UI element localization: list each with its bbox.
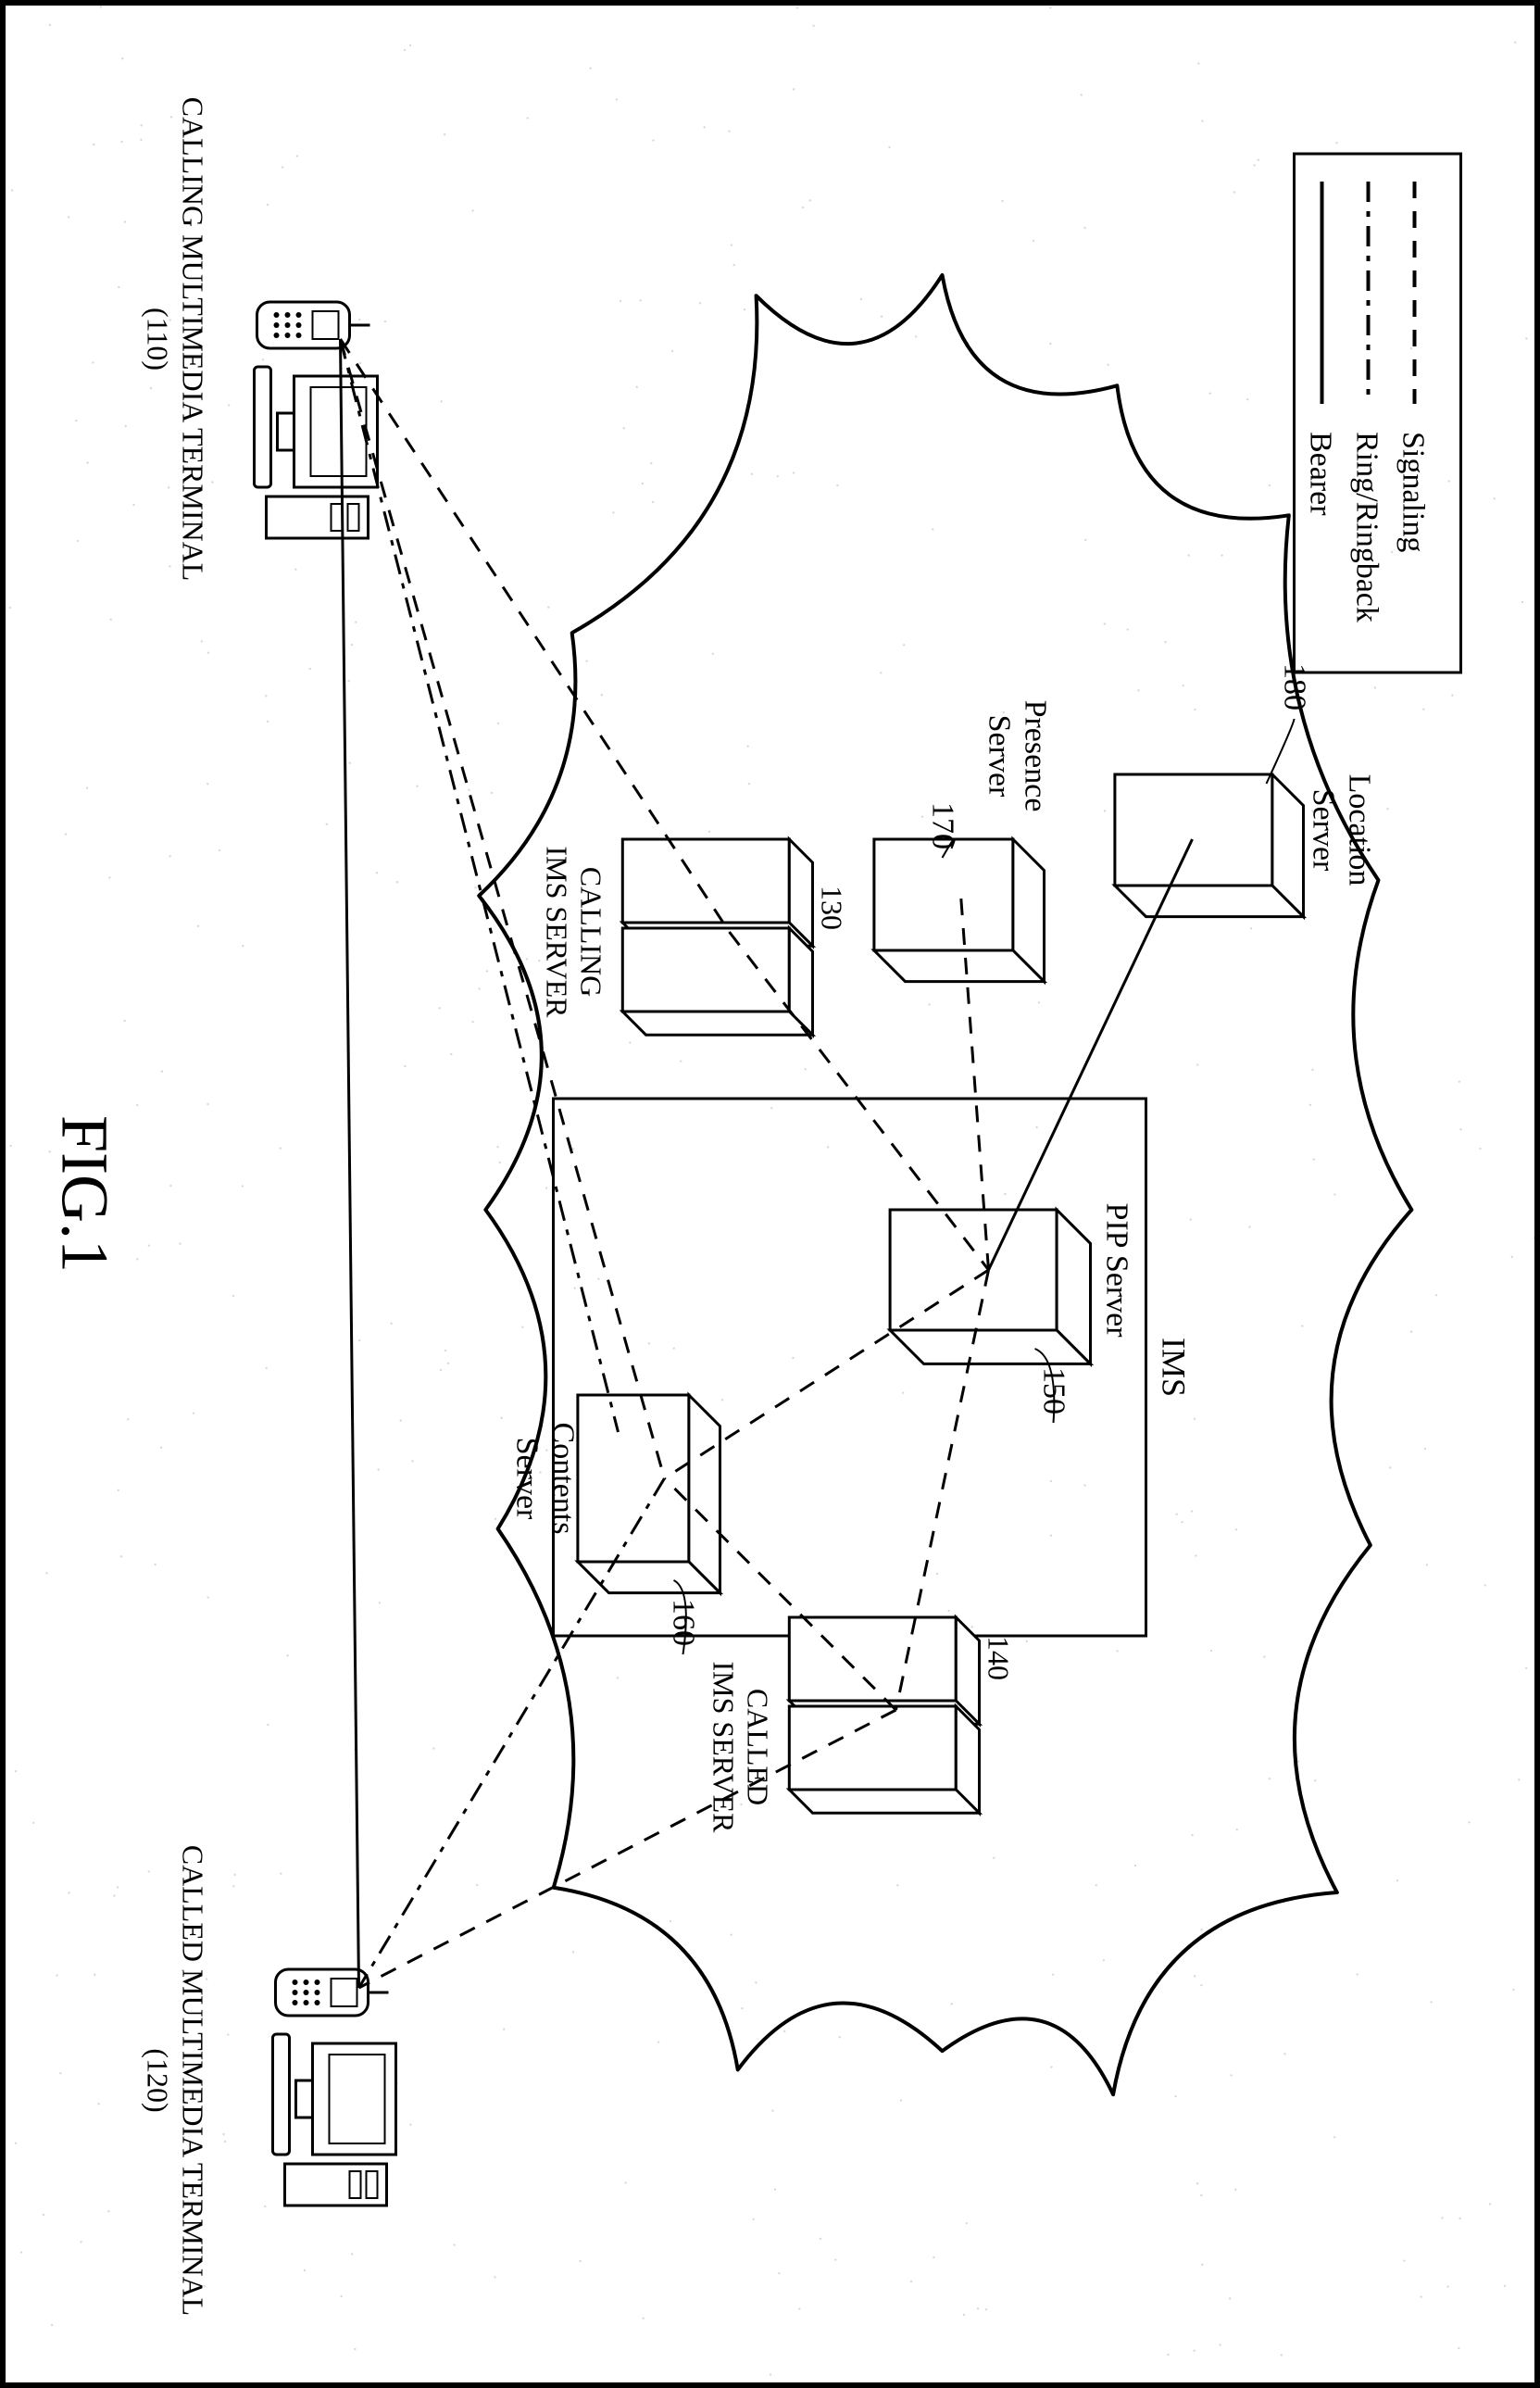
diagram-svg: SignalingRing/RingbackBearerIMSLocationS… — [6, 6, 1534, 2382]
edge-signaling-7 — [340, 339, 664, 1478]
called-terminal-label: CALLED MULTIMEDIA TERMINAL — [176, 1845, 209, 2316]
edge-signaling-6 — [358, 1710, 895, 1988]
called-ims-label: CALLED — [741, 1689, 774, 1805]
called-terminal-ref: (120) — [141, 2048, 174, 2112]
legend-bearer-label: Bearer — [1303, 432, 1337, 516]
edge-ringback-9 — [358, 1478, 664, 1988]
scan-noise — [8, 6, 1534, 2376]
location-server-ref: 180 — [1277, 663, 1311, 710]
figure-label: FIG.1 — [47, 1115, 121, 1273]
location-server-label: Server — [1306, 789, 1340, 872]
called-ims-server-b — [789, 1706, 979, 1813]
calling-terminal-label: CALLING MULTIMEDIA TERMINAL — [176, 97, 209, 582]
edge-signaling-0 — [340, 339, 729, 932]
edge-bearer-10 — [340, 339, 358, 1988]
calling-terminal — [254, 302, 377, 538]
location-server — [1114, 774, 1303, 917]
page-frame: SignalingRing/RingbackBearerIMSLocationS… — [0, 0, 1540, 2388]
called-ims-label: IMS SERVER — [707, 1661, 740, 1833]
contents-server-label: Server — [509, 1438, 544, 1520]
calling-ims-ref: 130 — [815, 886, 848, 930]
contents-server-ref: 160 — [666, 1599, 700, 1646]
pip-server — [890, 1210, 1090, 1364]
location-server-label: Location — [1342, 774, 1376, 886]
calling-ims-label: IMS SERVER — [540, 846, 573, 1018]
ims-label: IMS — [1155, 1338, 1192, 1397]
presence-server-label: Presence — [1018, 700, 1052, 812]
contents-server-label: Contents — [545, 1423, 580, 1535]
presence-server-label: Server — [982, 715, 1016, 798]
presence-server — [873, 839, 1044, 982]
called-ims-ref: 140 — [982, 1636, 1015, 1680]
called-terminal — [272, 1969, 395, 2206]
calling-ims-server-b — [622, 928, 812, 1035]
legend-signaling-label: Signaling — [1396, 432, 1430, 552]
pip-server-label: PIP Server — [1099, 1202, 1133, 1338]
calling-terminal-ref: (110) — [141, 308, 174, 371]
location-server-leader — [1266, 719, 1294, 784]
rotated-stage: SignalingRing/RingbackBearerIMSLocationS… — [6, 6, 1534, 2382]
calling-ims-label: CALLING — [574, 867, 607, 997]
legend-ringback-label: Ring/Ringback — [1349, 432, 1383, 622]
cloud-outline — [479, 275, 1411, 2094]
